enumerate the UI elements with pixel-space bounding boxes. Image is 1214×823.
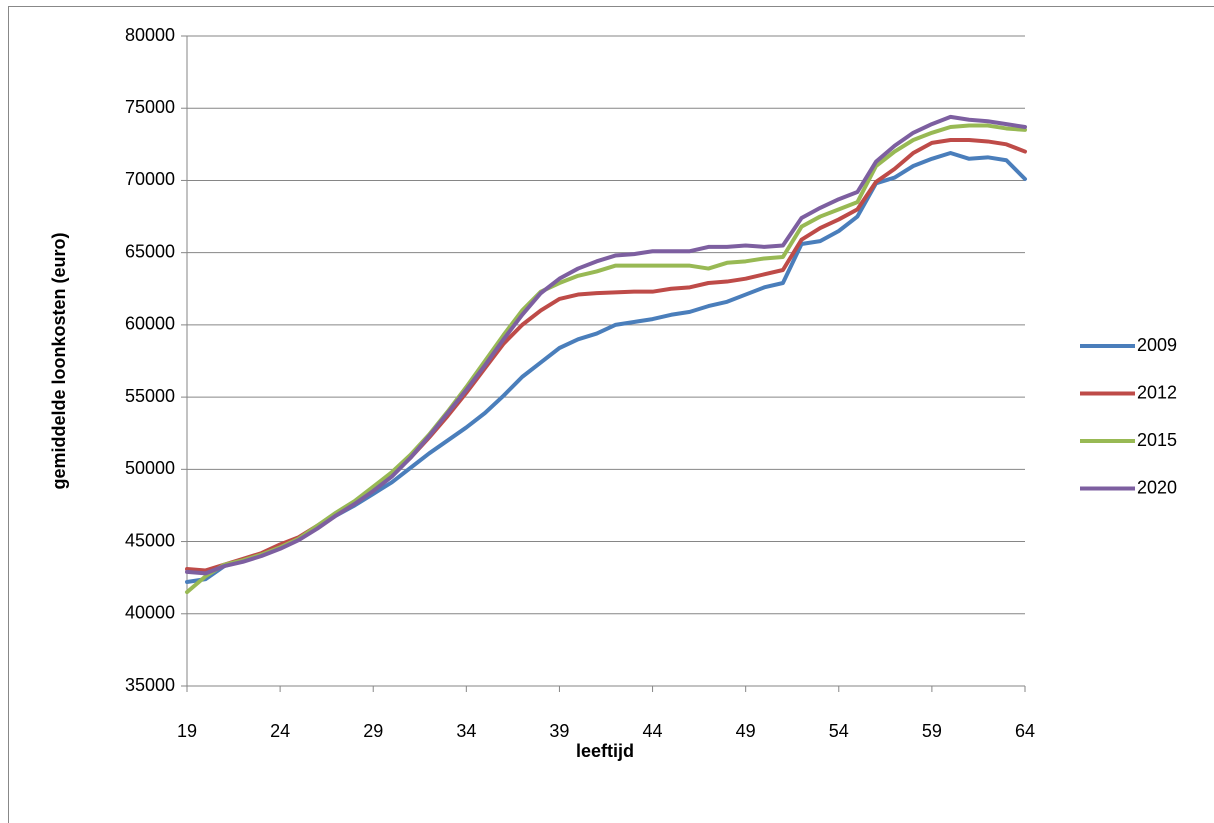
series-line bbox=[185, 114, 1027, 576]
y-tick-label: 65000 bbox=[125, 241, 175, 261]
y-tick-label: 80000 bbox=[125, 25, 175, 45]
series-line bbox=[185, 138, 1027, 573]
legend-label: 2009 bbox=[1137, 335, 1177, 355]
x-tick-label: 44 bbox=[643, 721, 663, 741]
y-tick-label: 75000 bbox=[125, 97, 175, 117]
y-tick-label: 40000 bbox=[125, 603, 175, 623]
legend-label: 2020 bbox=[1137, 477, 1177, 497]
series-line bbox=[185, 123, 1027, 595]
series-line bbox=[185, 151, 1027, 584]
y-tick-label: 55000 bbox=[125, 386, 175, 406]
y-tick-label: 45000 bbox=[125, 530, 175, 550]
x-tick-label: 54 bbox=[829, 721, 849, 741]
x-tick-label: 19 bbox=[177, 721, 197, 741]
chart-border bbox=[8, 6, 1214, 823]
legend-label: 2015 bbox=[1137, 430, 1177, 450]
x-tick-label: 29 bbox=[363, 721, 383, 741]
x-tick-label: 64 bbox=[1015, 721, 1035, 741]
y-tick-label: 60000 bbox=[125, 314, 175, 334]
y-axis-title: gemiddelde loonkosten (euro) bbox=[49, 232, 69, 489]
legend-label: 2012 bbox=[1137, 382, 1177, 402]
y-tick-label: 35000 bbox=[125, 675, 175, 695]
x-tick-label: 39 bbox=[549, 721, 569, 741]
y-tick-label: 70000 bbox=[125, 169, 175, 189]
x-tick-label: 49 bbox=[736, 721, 756, 741]
x-tick-label: 34 bbox=[456, 721, 476, 741]
x-tick-label: 59 bbox=[922, 721, 942, 741]
x-tick-label: 24 bbox=[270, 721, 290, 741]
x-axis-title: leeftijd bbox=[576, 741, 634, 761]
y-tick-label: 50000 bbox=[125, 458, 175, 478]
